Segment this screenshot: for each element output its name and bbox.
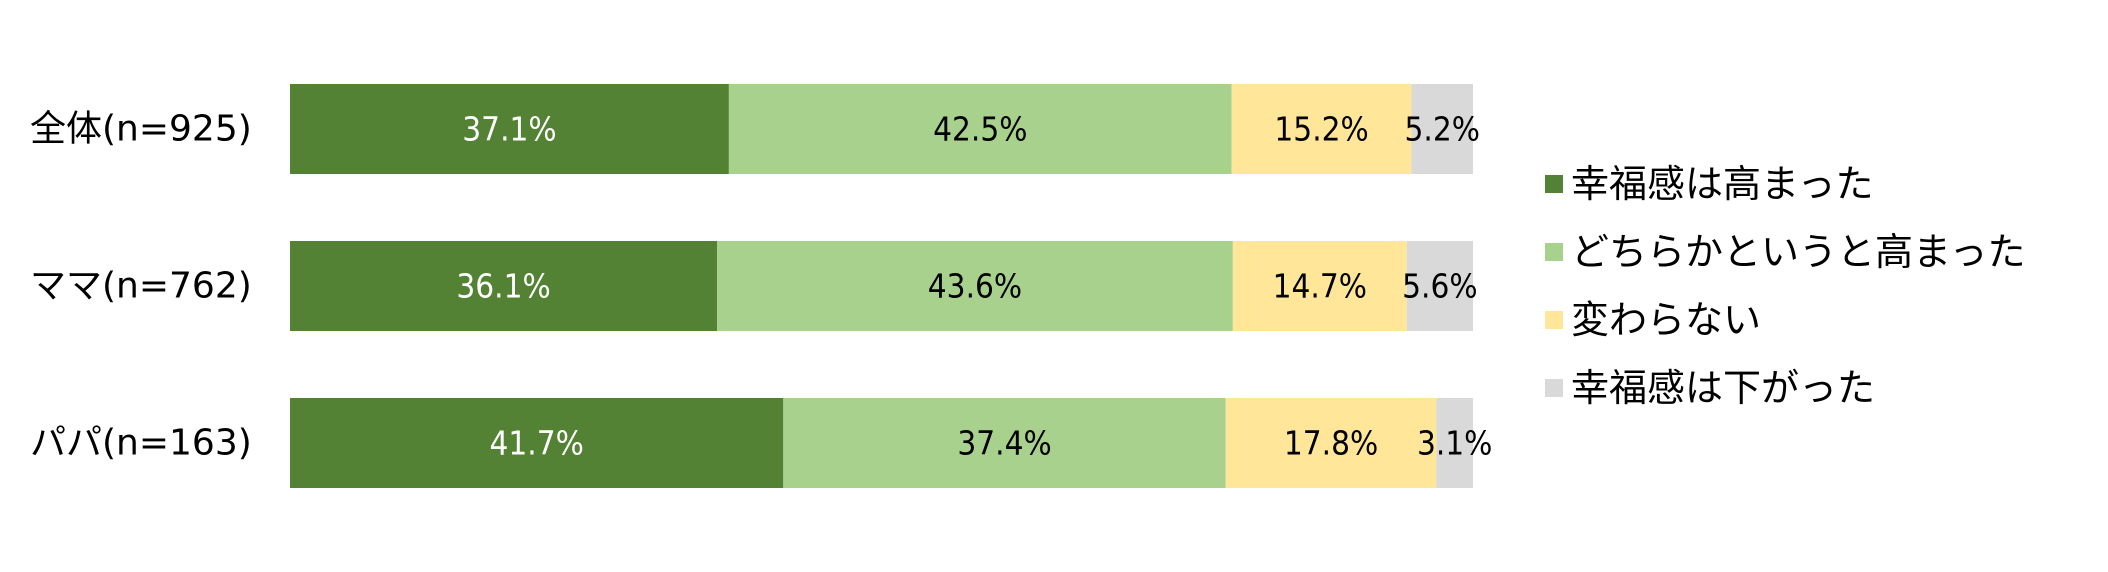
data-label: 37.1% xyxy=(462,110,556,149)
data-label: 41.7% xyxy=(490,424,584,463)
category-label: 全体(n=925) xyxy=(30,109,252,150)
legend-swatch xyxy=(1545,379,1563,397)
data-label: 5.2% xyxy=(1405,110,1480,149)
data-label: 5.6% xyxy=(1402,267,1477,306)
legend-label: 幸福感は下がった xyxy=(1571,366,1875,410)
bar-segment xyxy=(1232,241,1407,331)
data-label: 42.5% xyxy=(933,110,1027,149)
data-label: 14.7% xyxy=(1273,267,1367,306)
data-label: 15.2% xyxy=(1274,110,1368,149)
category-label: パパ(n=163) xyxy=(30,423,252,464)
legend-label: どちらかというと高まった xyxy=(1571,230,2025,274)
data-label: 36.1% xyxy=(456,267,550,306)
data-label: 17.8% xyxy=(1284,424,1378,463)
bar-segment xyxy=(290,84,729,174)
bar-segment xyxy=(290,398,784,488)
bar-segment xyxy=(1406,241,1473,331)
legend-label: 変わらない xyxy=(1571,298,1761,342)
bar-segment xyxy=(1411,84,1473,174)
bar-segment xyxy=(290,241,718,331)
bar-segment xyxy=(728,84,1232,174)
bar-segment xyxy=(1436,398,1473,488)
legend-swatch xyxy=(1545,243,1563,261)
data-label: 43.6% xyxy=(928,267,1022,306)
legend-swatch xyxy=(1545,175,1563,193)
category-label: ママ(n=762) xyxy=(30,266,252,307)
legend-swatch xyxy=(1545,311,1563,329)
bar-segment xyxy=(717,241,1233,331)
bar-segment xyxy=(1231,84,1412,174)
data-labels: 37.1% 42.5% 15.2% 5.2% 36.1% 43.6% 14.7% 5.6% 41… xyxy=(456,110,1492,463)
bars xyxy=(290,84,1473,488)
bar-segment xyxy=(1225,398,1437,488)
data-label: 37.4% xyxy=(957,424,1051,463)
data-label: 3.1% xyxy=(1417,424,1492,463)
category-labels: 全体(n=925) ママ(n=762) パパ(n=163) xyxy=(30,109,252,464)
legend-label: 幸福感は高まった xyxy=(1571,162,1873,206)
bar-segment xyxy=(783,398,1226,488)
